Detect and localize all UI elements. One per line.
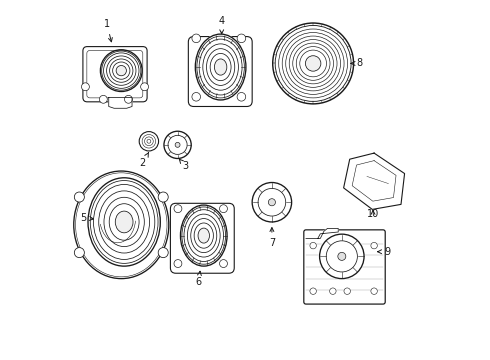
Ellipse shape: [198, 228, 210, 243]
Circle shape: [310, 288, 317, 294]
Ellipse shape: [115, 211, 133, 233]
Circle shape: [338, 252, 346, 260]
Circle shape: [124, 95, 132, 103]
FancyBboxPatch shape: [304, 230, 385, 304]
FancyBboxPatch shape: [171, 203, 234, 273]
Circle shape: [318, 233, 365, 280]
Circle shape: [81, 83, 89, 91]
Polygon shape: [109, 98, 132, 108]
Text: 7: 7: [269, 228, 275, 248]
Circle shape: [192, 93, 200, 101]
Circle shape: [141, 83, 148, 91]
Ellipse shape: [100, 49, 143, 92]
Circle shape: [371, 288, 377, 294]
Text: 10: 10: [367, 209, 379, 219]
Circle shape: [174, 205, 182, 213]
Circle shape: [158, 248, 168, 258]
Ellipse shape: [87, 177, 161, 267]
Circle shape: [74, 248, 84, 258]
Circle shape: [237, 34, 245, 42]
Text: 5: 5: [80, 213, 94, 222]
Text: 4: 4: [219, 17, 225, 34]
Polygon shape: [343, 153, 405, 210]
Circle shape: [163, 131, 192, 159]
Circle shape: [174, 260, 182, 267]
Circle shape: [344, 288, 350, 294]
Circle shape: [271, 22, 355, 105]
Circle shape: [251, 181, 293, 223]
FancyBboxPatch shape: [83, 46, 147, 102]
Circle shape: [192, 34, 200, 42]
Text: 8: 8: [351, 58, 363, 68]
Ellipse shape: [74, 171, 169, 279]
Circle shape: [99, 95, 107, 103]
Circle shape: [220, 260, 227, 267]
FancyBboxPatch shape: [188, 37, 252, 107]
Circle shape: [74, 192, 84, 202]
Circle shape: [139, 131, 159, 152]
Circle shape: [269, 199, 275, 206]
Ellipse shape: [116, 66, 126, 76]
Circle shape: [330, 288, 336, 294]
Ellipse shape: [180, 204, 228, 267]
Text: 3: 3: [179, 159, 189, 171]
Circle shape: [371, 242, 377, 249]
Ellipse shape: [215, 59, 227, 75]
Text: 6: 6: [196, 271, 201, 287]
Circle shape: [175, 143, 180, 147]
Circle shape: [310, 242, 317, 249]
Circle shape: [220, 205, 227, 213]
Text: 1: 1: [104, 19, 112, 42]
Circle shape: [305, 56, 321, 71]
Text: 2: 2: [140, 153, 148, 168]
Circle shape: [158, 192, 168, 202]
Polygon shape: [306, 228, 338, 238]
Circle shape: [237, 93, 245, 101]
Ellipse shape: [195, 33, 246, 101]
Text: 9: 9: [378, 247, 391, 257]
